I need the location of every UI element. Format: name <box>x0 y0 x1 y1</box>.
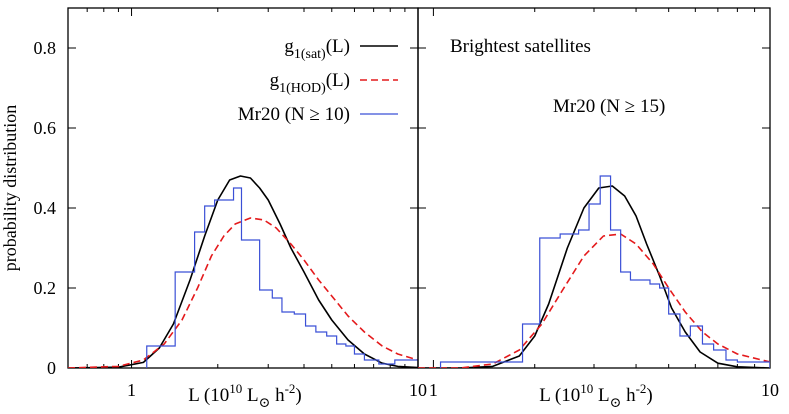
y-tick-label: 0.2 <box>34 278 57 298</box>
y-axis-label: probability distribution <box>0 105 20 272</box>
data-layer <box>68 175 418 368</box>
left-panel: 1 10 0 0.2 0.4 0.6 0.8 probability distribution… <box>0 7 427 411</box>
x-tick-label: 10 <box>761 380 779 400</box>
right-panel: 1 10 L (1010 L⊙ h-2) Brightest satellites Mr… <box>417 7 779 411</box>
hod-curve <box>418 233 770 368</box>
y-tick-label: 0.8 <box>34 38 57 58</box>
x-axis-label: L (1010 L⊙ h-2) <box>539 381 653 411</box>
sat-curve <box>418 185 770 368</box>
x-tick-label: 1 <box>429 380 438 400</box>
x-tick-label: 10 <box>409 380 427 400</box>
histogram-series <box>439 175 770 368</box>
x-tick-label: 1 <box>127 380 136 400</box>
x-axis-label: L (1010 L⊙ h-2) <box>188 381 302 411</box>
legend-label: g1(sat)(L) <box>284 36 350 62</box>
y-tick-label: 0.6 <box>34 118 57 138</box>
data-layer <box>418 175 770 368</box>
plot-frame <box>417 7 771 369</box>
legend-label: g1(HOD)(L) <box>270 70 350 96</box>
panel-title: Brightest satellites <box>450 36 591 57</box>
y-tick-label: 0 <box>47 358 56 378</box>
hod-curve <box>68 217 418 368</box>
plot-frame <box>67 7 419 369</box>
y-tick-label: 0.4 <box>34 198 57 218</box>
panel-subtitle: Mr20 (N ≥ 15) <box>553 96 665 117</box>
histogram-series <box>146 187 418 368</box>
sat-curve <box>68 175 418 368</box>
legend-label: Mr20 (N ≥ 10) <box>238 104 350 125</box>
